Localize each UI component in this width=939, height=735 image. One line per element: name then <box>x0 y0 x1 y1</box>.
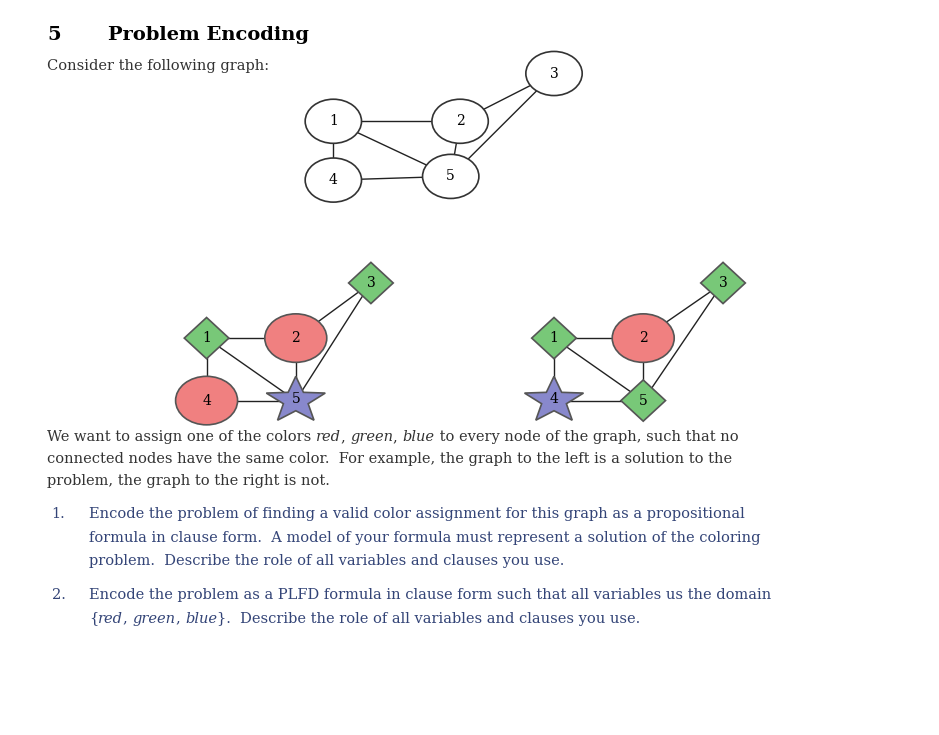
Text: 3: 3 <box>366 276 376 290</box>
Polygon shape <box>267 376 325 420</box>
Text: 5: 5 <box>291 392 300 406</box>
Text: 2.: 2. <box>52 588 66 602</box>
Text: We want to assign one of the colors: We want to assign one of the colors <box>47 430 316 444</box>
Text: 2: 2 <box>639 331 648 345</box>
Text: to every node of the graph, such that no: to every node of the graph, such that no <box>435 430 738 444</box>
Text: 3: 3 <box>718 276 728 290</box>
Circle shape <box>526 51 582 96</box>
Text: ,: , <box>176 612 185 625</box>
Text: 2: 2 <box>455 114 465 129</box>
Text: 5: 5 <box>47 26 61 43</box>
Circle shape <box>176 376 238 425</box>
Circle shape <box>265 314 327 362</box>
Text: 3: 3 <box>549 66 559 81</box>
Text: green: green <box>350 430 393 444</box>
Text: red: red <box>316 430 341 444</box>
Text: Problem Encoding: Problem Encoding <box>108 26 309 43</box>
Text: {: { <box>89 612 99 625</box>
Text: 4: 4 <box>549 392 559 406</box>
Text: formula in clause form.  A model of your formula must represent a solution of th: formula in clause form. A model of your … <box>89 531 761 545</box>
Circle shape <box>612 314 674 362</box>
Text: blue: blue <box>403 430 435 444</box>
Text: green: green <box>132 612 176 625</box>
Circle shape <box>423 154 479 198</box>
Text: ,: , <box>393 430 403 444</box>
Text: problem, the graph to the right is not.: problem, the graph to the right is not. <box>47 474 330 488</box>
Polygon shape <box>348 262 393 304</box>
Text: 1: 1 <box>202 331 211 345</box>
Text: }.  Describe the role of all variables and clauses you use.: }. Describe the role of all variables an… <box>217 612 640 625</box>
Text: 2: 2 <box>291 331 300 345</box>
Text: problem.  Describe the role of all variables and clauses you use.: problem. Describe the role of all variab… <box>89 554 564 568</box>
Text: 4: 4 <box>202 393 211 408</box>
Text: Consider the following graph:: Consider the following graph: <box>47 59 269 73</box>
Polygon shape <box>184 318 229 359</box>
Circle shape <box>432 99 488 143</box>
Text: blue: blue <box>185 612 217 625</box>
Text: ,: , <box>341 430 350 444</box>
Text: Encode the problem of finding a valid color assignment for this graph as a propo: Encode the problem of finding a valid co… <box>89 507 745 521</box>
Text: Encode the problem as a PLFD formula in clause form such that all variables us t: Encode the problem as a PLFD formula in … <box>89 588 772 602</box>
Text: 1.: 1. <box>52 507 66 521</box>
Polygon shape <box>525 376 583 420</box>
Circle shape <box>305 99 362 143</box>
Polygon shape <box>531 318 577 359</box>
Text: ,: , <box>123 612 132 625</box>
Polygon shape <box>621 380 666 421</box>
Text: 4: 4 <box>329 173 338 187</box>
Text: 1: 1 <box>329 114 338 129</box>
Text: 1: 1 <box>549 331 559 345</box>
Text: 5: 5 <box>446 169 455 184</box>
Polygon shape <box>700 262 746 304</box>
Text: red: red <box>99 612 123 625</box>
Text: connected nodes have the same color.  For example, the graph to the left is a so: connected nodes have the same color. For… <box>47 452 732 466</box>
Text: 5: 5 <box>639 393 648 408</box>
Circle shape <box>305 158 362 202</box>
